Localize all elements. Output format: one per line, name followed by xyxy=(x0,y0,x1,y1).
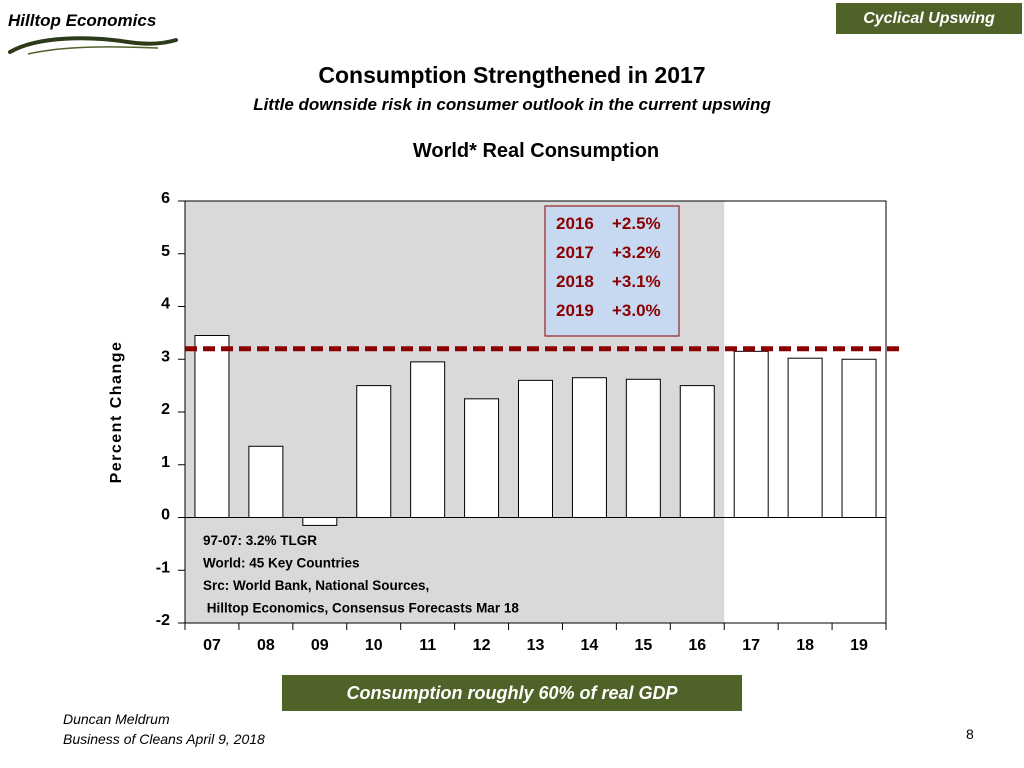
forecast-year: 2018 xyxy=(556,272,594,291)
x-tick-label: 13 xyxy=(527,637,545,654)
x-tick-label: 11 xyxy=(419,637,436,654)
bar xyxy=(518,379,553,518)
footer-note: Consumption roughly 60% of real GDP xyxy=(282,675,742,711)
forecast-year: 2016 xyxy=(556,214,594,233)
forecast-year: 2017 xyxy=(556,243,594,262)
author-info: Duncan Meldrum Business of Cleans April … xyxy=(63,709,265,749)
x-tick-label: 08 xyxy=(257,637,275,654)
y-tick-label: 4 xyxy=(161,296,170,313)
chart-note: 97-07: 3.2% TLGR xyxy=(203,533,317,548)
bar xyxy=(571,377,607,518)
forecast-value: +3.2% xyxy=(612,243,661,262)
y-tick-label: 1 xyxy=(161,454,170,471)
y-tick-label: -1 xyxy=(156,559,170,576)
section-badge: Cyclical Upswing xyxy=(836,3,1022,34)
x-tick-label: 12 xyxy=(473,637,491,654)
bar xyxy=(679,385,715,518)
page-subtitle: Little downside risk in consumer outlook… xyxy=(253,95,771,114)
y-tick-label: 5 xyxy=(161,243,170,260)
bar xyxy=(841,358,877,518)
x-tick-label: 18 xyxy=(796,637,814,654)
y-axis-label: Percent Change xyxy=(108,341,125,484)
x-tick-label: 17 xyxy=(742,637,760,654)
forecast-year: 2019 xyxy=(556,301,594,320)
forecast-box xyxy=(544,205,680,337)
bar xyxy=(787,357,823,518)
forecast-value: +3.0% xyxy=(612,301,661,320)
hill-swoosh-icon xyxy=(8,36,178,55)
bar xyxy=(248,445,284,519)
x-tick-label: 15 xyxy=(634,637,652,654)
logo-text: Hilltop Economics xyxy=(8,11,157,30)
y-tick-label: 3 xyxy=(161,348,170,365)
y-tick-label: 2 xyxy=(161,401,170,418)
page-number: 8 xyxy=(966,726,974,742)
author-name: Duncan Meldrum xyxy=(63,711,170,727)
bar xyxy=(464,398,500,518)
chart-note: World: 45 Key Countries xyxy=(203,556,360,571)
presentation-info: Business of Cleans April 9, 2018 xyxy=(63,731,265,747)
bar xyxy=(625,378,661,519)
bar xyxy=(356,385,392,518)
bar xyxy=(410,361,446,519)
x-tick-label: 14 xyxy=(581,637,599,654)
bar xyxy=(302,517,338,526)
bar xyxy=(194,335,230,519)
forecast-value: +3.1% xyxy=(612,272,661,291)
x-tick-label: 09 xyxy=(311,637,329,654)
y-tick-label: 0 xyxy=(161,507,170,524)
bar xyxy=(733,350,769,518)
forecast-value: +2.5% xyxy=(612,214,661,233)
x-tick-label: 16 xyxy=(688,637,706,654)
x-tick-label: 10 xyxy=(365,637,383,654)
chart-note: Src: World Bank, National Sources, xyxy=(203,578,429,593)
chart-title: World* Real Consumption xyxy=(413,140,659,162)
page-title: Consumption Strengthened in 2017 xyxy=(318,62,706,88)
y-tick-label: 6 xyxy=(161,190,170,207)
x-tick-label: 19 xyxy=(850,637,868,654)
company-logo: Hilltop Economics xyxy=(8,8,178,63)
x-tick-label: 07 xyxy=(203,637,221,654)
y-tick-label: -2 xyxy=(156,612,170,629)
chart-note: Hilltop Economics, Consensus Forecasts M… xyxy=(203,601,519,616)
